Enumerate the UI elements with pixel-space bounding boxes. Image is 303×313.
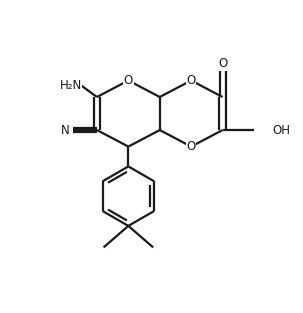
Text: O: O [187,140,196,153]
Text: H₂N: H₂N [59,79,82,92]
Text: O: O [124,74,133,87]
Text: O: O [218,58,227,70]
Text: OH: OH [272,124,290,136]
Text: O: O [187,74,196,87]
Text: N: N [61,124,70,136]
